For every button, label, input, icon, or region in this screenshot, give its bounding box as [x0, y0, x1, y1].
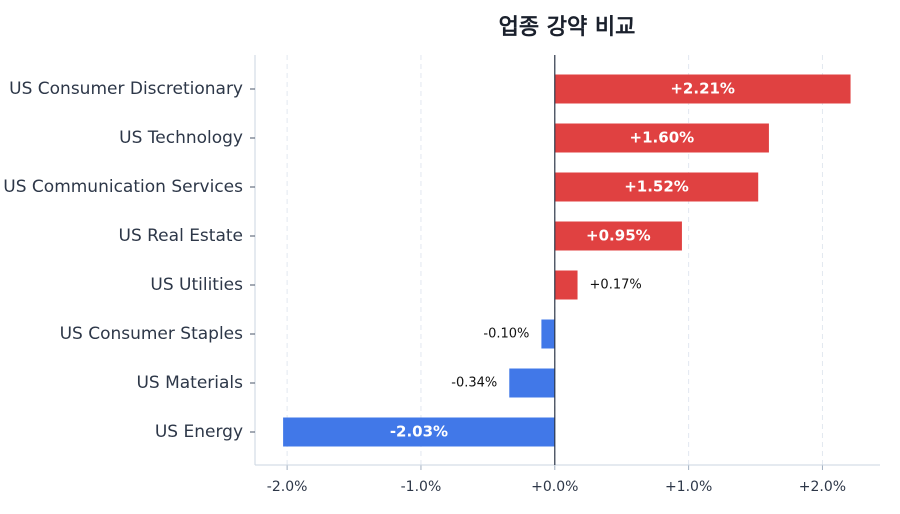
value-label: +2.21% — [670, 80, 735, 98]
bar — [283, 417, 555, 447]
y-tick-label: US Consumer Discretionary — [9, 79, 243, 99]
x-tick-label: -2.0% — [267, 479, 308, 495]
y-tick-label: US Technology — [119, 128, 243, 148]
value-label: -2.03% — [390, 423, 448, 441]
bar — [554, 123, 769, 153]
bar — [554, 270, 578, 300]
bar — [541, 319, 555, 349]
y-tick-label: US Consumer Staples — [60, 324, 244, 344]
y-tick-label: US Communication Services — [3, 177, 243, 197]
bar — [554, 172, 759, 202]
x-tick-label: +1.0% — [665, 479, 712, 495]
bar — [509, 368, 555, 398]
x-tick-label: +0.0% — [531, 479, 578, 495]
y-tick-label: US Materials — [136, 373, 243, 393]
bar — [554, 74, 851, 104]
x-tick-label: -1.0% — [401, 479, 442, 495]
value-label: -0.10% — [483, 327, 529, 342]
y-tick-label: US Real Estate — [119, 226, 244, 246]
y-tick-label: US Energy — [155, 422, 243, 442]
y-tick-label: US Utilities — [150, 275, 243, 295]
value-label: -0.34% — [451, 376, 497, 391]
value-label: +1.52% — [624, 178, 689, 196]
bar — [554, 221, 682, 251]
value-label: +0.17% — [590, 278, 642, 293]
x-tick-label: +2.0% — [799, 479, 846, 495]
chart-title: 업종 강약 비교 — [499, 15, 636, 40]
value-label: +0.95% — [586, 227, 651, 245]
value-label: +1.60% — [630, 129, 695, 147]
